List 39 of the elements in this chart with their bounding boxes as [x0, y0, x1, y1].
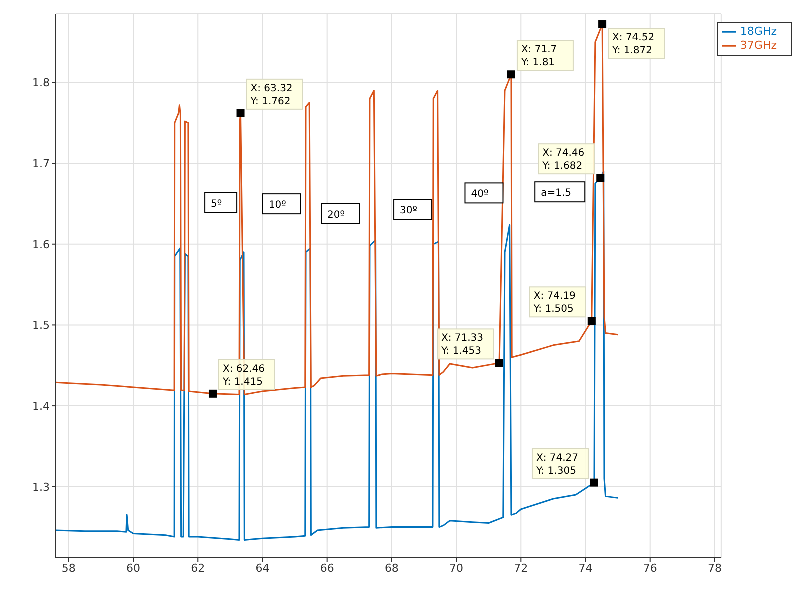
- x-tick-label: 76: [643, 562, 658, 575]
- text-box: 20º: [321, 203, 360, 224]
- text-box: 5º: [204, 192, 238, 214]
- x-tick-label: 62: [191, 562, 206, 575]
- annotation: X: 74.27 Y: 1.305: [535, 452, 579, 477]
- annotation: 10º: [268, 200, 287, 212]
- annotation: X: 74.52 Y: 1.872: [612, 32, 655, 57]
- text-box: a=1.5: [534, 182, 586, 203]
- y-tick-label: 1.5: [32, 319, 50, 332]
- annotation: X: 71.7 Y: 1.81: [520, 44, 558, 69]
- annotation: 20º: [328, 210, 346, 221]
- x-tick-label: 70: [450, 562, 464, 575]
- y-tick-label: 1.8: [32, 76, 50, 90]
- y-tick-label: 1.7: [32, 157, 50, 170]
- annotation: X: 63.32 Y: 1.762: [250, 83, 293, 108]
- x-tick-label: 68: [384, 562, 399, 575]
- annotation: 40º: [471, 189, 489, 200]
- legend-label: 18GHz: [740, 25, 777, 38]
- x-tick-label: 66: [320, 562, 334, 575]
- x-tick-label: 74: [578, 562, 593, 575]
- annotation: X: 74.19 Y: 1.505: [532, 291, 576, 316]
- annotation: X: 71.33 Y: 1.453: [440, 333, 484, 358]
- y-tick-label: 1.6: [32, 238, 50, 252]
- y-tick-label: 1.4: [32, 400, 50, 413]
- x-tick-label: 72: [514, 562, 528, 575]
- text-box: 10º: [262, 194, 302, 215]
- x-tick-label: 64: [256, 562, 270, 575]
- x-tick-label: 58: [62, 562, 76, 575]
- annotation: a=1.5: [541, 188, 572, 200]
- annotation: X: 62.46 Y: 1.415: [222, 364, 266, 388]
- x-tick-label: 60: [126, 562, 141, 575]
- annotation: 30º: [400, 206, 418, 217]
- text-box: 30º: [394, 199, 433, 220]
- text-box: 40º: [464, 182, 504, 204]
- annotation: X: 74.46 Y: 1.682: [542, 148, 585, 172]
- legend-label: 37GHz: [740, 39, 777, 52]
- x-tick-label: 78: [708, 562, 722, 575]
- y-tick-label: 1.3: [32, 480, 50, 494]
- annotation: 5º: [211, 198, 222, 210]
